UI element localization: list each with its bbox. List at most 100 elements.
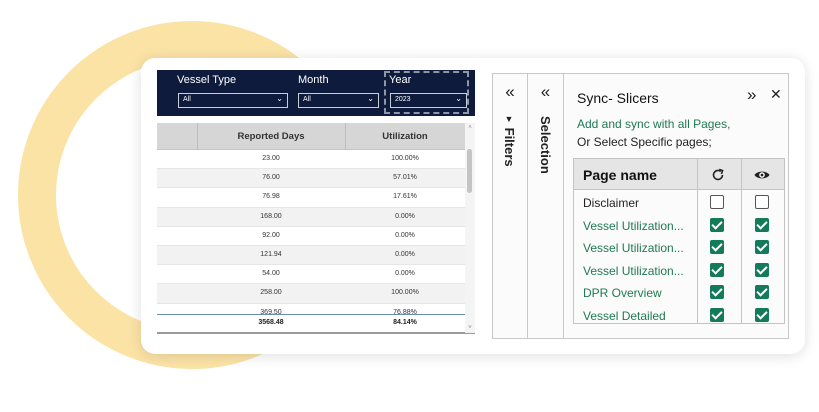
- page-name: Vessel Utilization...: [583, 241, 684, 255]
- sync-slicers-pane: Sync- Slicers » ✕ Add and sync with all …: [564, 74, 788, 338]
- year-label: Year: [389, 74, 412, 86]
- refresh-icon: [712, 168, 724, 181]
- vessel-type-dropdown[interactable]: All ⌄: [178, 93, 288, 108]
- side-panes: « ▼ Filters « Selection Sync- Slicers » …: [492, 73, 789, 339]
- utilization-cell: 17.61%: [393, 193, 417, 201]
- reported-days-cell: 369.50: [260, 308, 282, 316]
- selection-expand-button[interactable]: «: [540, 82, 551, 101]
- selection-pane-title: Selection: [538, 116, 553, 174]
- visible-checkbox[interactable]: [755, 240, 769, 254]
- close-pane-button[interactable]: ✕: [770, 86, 782, 102]
- page-row: Vessel Detailed: [574, 305, 784, 328]
- reported-days-cell: 76.00: [262, 174, 280, 182]
- chevron-down-icon: ⌄: [276, 94, 283, 103]
- month-dropdown[interactable]: All ⌄: [298, 93, 379, 108]
- scroll-up-icon[interactable]: ˄: [468, 125, 472, 131]
- utilization-cell: 0.00%: [395, 250, 415, 258]
- chevron-down-icon: ⌄: [455, 94, 462, 103]
- visible-checkbox[interactable]: [755, 262, 769, 277]
- visible-checkbox[interactable]: [755, 195, 769, 209]
- utilization-cell: 0.00%: [395, 231, 415, 239]
- table-body: 23.00 100.00% 76.00 57.01% 76.98 17.61% 168.00…: [157, 150, 465, 318]
- sync-description: Or Select Specific pages;: [577, 135, 712, 149]
- col-header-utilization[interactable]: Utilization: [382, 131, 428, 142]
- reported-days-cell: 76.98: [262, 193, 280, 201]
- utilization-cell: 0.00%: [395, 270, 415, 278]
- table-header: Reported Days Utilization: [157, 123, 465, 150]
- reported-days-cell: 121.94: [260, 250, 282, 258]
- table-row[interactable]: 369.50 76.88%: [157, 304, 465, 319]
- collapse-pane-button[interactable]: »: [747, 85, 757, 104]
- year-dropdown[interactable]: 2023 ⌄: [390, 93, 467, 108]
- funnel-icon: ▼: [504, 114, 514, 124]
- sync-checkbox[interactable]: [710, 217, 724, 232]
- total-utilization: 84.14%: [393, 319, 417, 326]
- scrollbar-thumb[interactable]: [467, 149, 472, 193]
- scroll-down-icon[interactable]: ˅: [468, 325, 472, 331]
- utilization-cell: 76.88%: [393, 308, 417, 316]
- reported-days-cell: 168.00: [260, 212, 282, 220]
- table-scrollbar[interactable]: ˄ ˅: [465, 123, 475, 333]
- sync-checkbox[interactable]: [710, 262, 724, 277]
- page-row: Disclaimer: [574, 192, 784, 215]
- vessel-type-label: Vessel Type: [177, 74, 237, 86]
- utilization-cell: 57.01%: [393, 174, 417, 182]
- sync-checkbox[interactable]: [710, 240, 724, 254]
- reported-days-cell: 54.00: [262, 270, 280, 278]
- table-total-row: 3568.48 84.14%: [157, 314, 465, 331]
- table-row[interactable]: 76.98 17.61%: [157, 188, 465, 208]
- utilization-cell: 100.00%: [391, 155, 419, 162]
- table-row[interactable]: 258.00 100.00%: [157, 284, 465, 304]
- selection-pane-collapsed[interactable]: « Selection: [528, 74, 564, 338]
- month-value: All: [303, 96, 311, 103]
- page-name: DPR Overview: [583, 286, 662, 300]
- eye-icon: [754, 171, 770, 179]
- reported-days-cell: 92.00: [262, 231, 280, 239]
- table-bottom-border: [157, 332, 475, 334]
- sync-checkbox[interactable]: [710, 307, 724, 322]
- page-name: Disclaimer: [583, 196, 640, 210]
- reported-days-cell: 258.00: [260, 289, 282, 297]
- page-name: Vessel Utilization...: [583, 218, 684, 233]
- utilization-cell: 0.00%: [395, 212, 415, 220]
- month-label: Month: [298, 74, 329, 86]
- page-row: Vessel Utilization...: [574, 215, 784, 238]
- visible-checkbox[interactable]: [755, 307, 769, 322]
- visible-checkbox[interactable]: [755, 285, 769, 299]
- filters-expand-button[interactable]: «: [505, 82, 515, 101]
- table-row[interactable]: 76.00 57.01%: [157, 169, 465, 189]
- page-row: Vessel Utilization...: [574, 260, 784, 283]
- year-slicer-selection-frame: [384, 71, 469, 114]
- page-name: Vessel Detailed: [583, 308, 666, 323]
- data-table: Reported Days Utilization 23.00 100.00% 76…: [157, 123, 465, 338]
- sync-checkbox[interactable]: [710, 285, 724, 299]
- table-row[interactable]: 92.00 0.00%: [157, 227, 465, 246]
- vessel-type-value: All: [183, 96, 191, 103]
- table-row[interactable]: 121.94 0.00%: [157, 245, 465, 266]
- chevron-down-icon: ⌄: [367, 94, 374, 103]
- page-table-header: Page name: [574, 159, 784, 190]
- page-row: DPR Overview: [574, 282, 784, 305]
- visible-checkbox[interactable]: [755, 217, 769, 232]
- year-value: 2023: [395, 96, 411, 103]
- page-name-header: Page name: [583, 167, 657, 183]
- slicer-bar: Vessel Type All ⌄ Month All ⌄ Year 2023 …: [157, 70, 475, 116]
- table-row[interactable]: 54.00 0.00%: [157, 265, 465, 285]
- report-visual: Vessel Type All ⌄ Month All ⌄ Year 2023 …: [157, 70, 475, 338]
- page-row: Vessel Utilization...: [574, 237, 784, 260]
- column-divider: [345, 123, 346, 150]
- sync-slicers-title: Sync- Slicers: [577, 90, 659, 106]
- reported-days-cell: 23.00: [262, 155, 280, 162]
- utilization-cell: 100.00%: [391, 289, 419, 297]
- table-row[interactable]: 168.00 0.00%: [157, 207, 465, 227]
- col-header-reported-days[interactable]: Reported Days: [237, 131, 305, 142]
- filters-label: Filters: [502, 127, 517, 167]
- sync-checkbox[interactable]: [710, 195, 724, 209]
- filters-pane-collapsed[interactable]: « ▼ Filters: [493, 74, 528, 338]
- filters-pane-title: ▼ Filters: [502, 114, 517, 167]
- column-divider: [741, 159, 742, 323]
- table-row[interactable]: 23.00 100.00%: [157, 150, 465, 170]
- add-sync-all-link[interactable]: Add and sync with all Pages,: [577, 117, 731, 131]
- column-divider: [697, 159, 698, 323]
